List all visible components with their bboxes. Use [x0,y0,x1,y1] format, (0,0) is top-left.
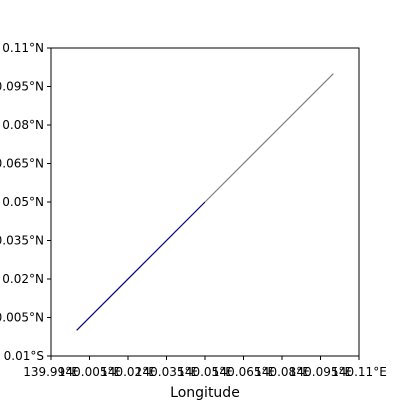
series-line-2 [205,74,333,202]
y-tick-label: 0.065°N [0,157,44,171]
y-tick-label: 0.035°N [0,234,44,248]
y-tick-label: 0.11°N [2,41,44,55]
series-layer [77,74,334,331]
x-axis-ticks: 139.99°E140.005°E140.02°E140.035°E140.05… [23,356,387,379]
y-tick-label: 0.02°N [2,272,44,286]
y-tick-label: 0.01°S [4,349,44,363]
x-axis-label: Longitude [170,385,240,400]
y-tick-label: 0.05°N [2,195,44,209]
series-line-1 [77,202,205,330]
y-tick-label: 0.08°N [2,118,44,132]
y-tick-label: 0.095°N [0,80,44,94]
x-tick-label: 140.11°E [331,365,387,379]
y-tick-label: 0.005°N [0,311,44,325]
y-axis-ticks: 0.01°S 0.005°N 0.02°N 0.035°N 0.05°N 0.065°N 0… [0,41,51,363]
